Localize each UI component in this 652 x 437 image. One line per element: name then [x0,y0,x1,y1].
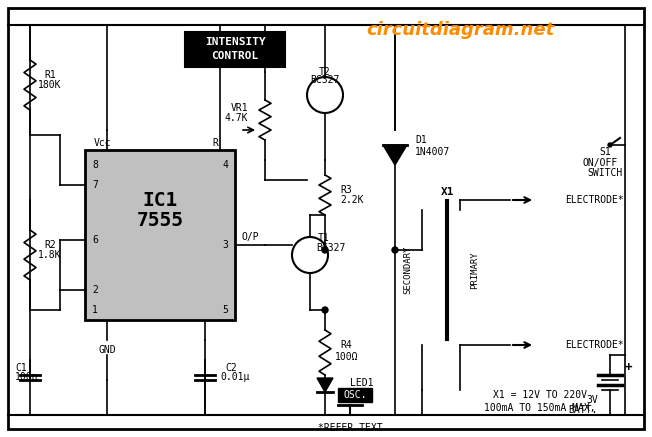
Text: 3: 3 [222,240,228,250]
Text: T1: T1 [318,233,330,243]
Text: ELECTRODE*: ELECTRODE* [565,340,624,350]
Text: Vcc: Vcc [94,138,111,148]
Text: 1.8K: 1.8K [38,250,62,260]
Text: C1: C1 [15,363,27,373]
Polygon shape [383,145,407,165]
Text: ELECTRODE*: ELECTRODE* [565,195,624,205]
Text: 8: 8 [92,160,98,170]
Text: OSC.: OSC. [343,390,366,400]
Text: CONTROL: CONTROL [211,51,259,61]
Text: 4: 4 [222,160,228,170]
Text: D1: D1 [415,135,427,145]
Circle shape [608,143,612,147]
Bar [338,388,372,402]
Text: 0.01μ: 0.01μ [220,372,249,382]
Text: circuitdiagram.net: circuitdiagram.net [366,21,554,39]
Text: R: R [212,138,218,148]
Text: 2.2K: 2.2K [340,195,364,205]
Text: 100n: 100n [15,372,38,382]
Text: R1: R1 [44,70,56,80]
Text: BATT.: BATT. [569,405,598,415]
Text: SECONDARY: SECONDARY [404,246,413,294]
Text: 4.7K: 4.7K [224,113,248,123]
Text: *REFER TEXT: *REFER TEXT [318,423,382,433]
Text: X1 = 12V TO 220V: X1 = 12V TO 220V [493,390,587,400]
Text: 6: 6 [92,235,98,245]
Text: 1: 1 [92,305,98,315]
Text: R2: R2 [44,240,56,250]
Bar [185,32,285,67]
Text: SWITCH: SWITCH [587,168,623,178]
Circle shape [322,247,328,253]
Text: 1N4007: 1N4007 [415,147,451,157]
Text: X1: X1 [441,187,454,197]
Circle shape [322,307,328,313]
Circle shape [392,247,398,253]
Text: BC327: BC327 [316,243,346,253]
Text: VR1: VR1 [230,103,248,113]
Text: 100mA TO 150mA MAX,: 100mA TO 150mA MAX, [484,403,596,413]
Text: S1: S1 [599,147,611,157]
Text: ON/OFF: ON/OFF [582,158,617,168]
Text: R3: R3 [340,185,351,195]
Text: INTENSITY: INTENSITY [205,37,265,47]
Polygon shape [317,378,333,392]
Text: R4: R4 [340,340,351,350]
Text: BC327: BC327 [310,75,340,85]
Text: O/P: O/P [241,232,259,242]
Text: GND: GND [98,345,116,355]
Text: +: + [624,361,632,375]
Text: 7: 7 [92,180,98,190]
Bar [85,150,235,320]
Text: PRIMARY: PRIMARY [471,251,479,289]
Text: 5: 5 [222,305,228,315]
Text: C2: C2 [225,363,237,373]
Text: 3V: 3V [586,395,598,405]
Text: 180K: 180K [38,80,62,90]
Text: 7555: 7555 [136,211,183,229]
Text: T2: T2 [319,67,331,77]
Text: 100Ω: 100Ω [335,352,359,362]
Text: 2: 2 [92,285,98,295]
Text: LED1: LED1 [350,378,374,388]
Text: IC1: IC1 [142,191,177,209]
